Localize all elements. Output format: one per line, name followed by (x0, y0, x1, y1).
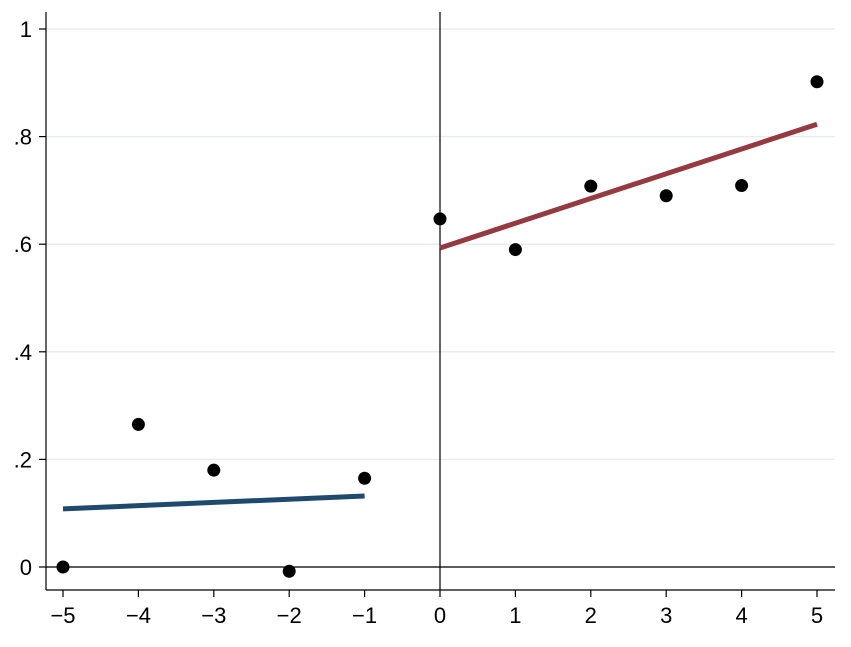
tick-labels-layer: 0 .2 .4 .6 .8 1 −5 −4 −3 −2 −1 0 1 2 3 4 5 (14, 17, 823, 628)
y-tick-label: .8 (14, 125, 32, 150)
data-point (56, 560, 70, 574)
x-tick-label: −4 (126, 603, 151, 628)
data-point (508, 243, 522, 257)
y-tick-label: .4 (14, 340, 32, 365)
x-tick-label: 1 (509, 603, 521, 628)
points-layer (56, 75, 824, 578)
data-point (207, 463, 221, 477)
x-tick-label: 3 (660, 603, 672, 628)
x-tick-label: −2 (277, 603, 302, 628)
fit-line-1 (62, 493, 365, 512)
y-tick-label: 1 (20, 17, 32, 42)
data-point (810, 75, 824, 89)
data-point (131, 417, 145, 431)
data-point (358, 471, 372, 485)
x-tick-label: −5 (50, 603, 75, 628)
fit-lines-layer (62, 121, 818, 512)
data-point (282, 564, 296, 578)
x-tick-label: −1 (352, 603, 377, 628)
data-point (584, 179, 598, 193)
x-tick-label: 4 (735, 603, 747, 628)
data-point (735, 179, 749, 193)
x-tick-label: 0 (434, 603, 446, 628)
data-point (433, 212, 447, 226)
x-tick-label: −3 (201, 603, 226, 628)
x-tick-label: 2 (585, 603, 597, 628)
fit-line-2 (439, 121, 818, 251)
y-tick-label: .6 (14, 232, 32, 257)
y-tick-label: .2 (14, 447, 32, 472)
x-tick-label: 5 (811, 603, 823, 628)
y-tick-label: 0 (20, 555, 32, 580)
data-point (659, 189, 673, 203)
axes-layer (39, 12, 835, 597)
